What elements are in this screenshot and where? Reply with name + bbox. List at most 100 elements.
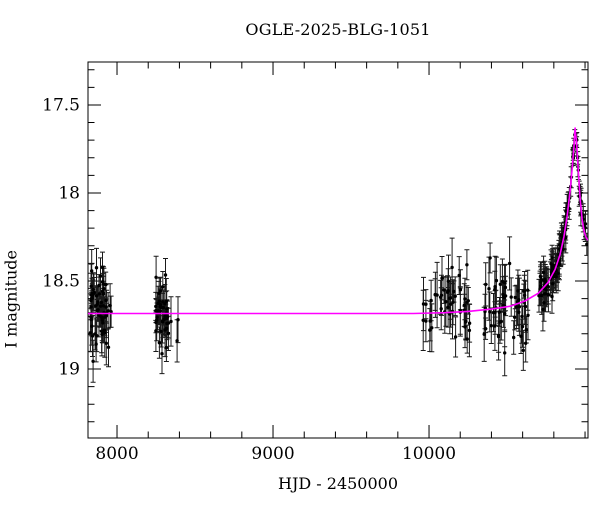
data-point [154,329,158,333]
data-point [465,337,469,341]
cluster-rise-to-peak [536,129,578,332]
data-point [520,314,524,319]
data-point [155,315,159,319]
data-point [522,289,526,293]
data-point [169,319,173,324]
data-point [526,288,530,292]
data-point [97,283,101,288]
data-point [509,295,513,299]
data-point [433,293,438,297]
data-point [537,294,541,298]
data-point [104,341,109,345]
data-point [90,269,94,273]
data-point [90,324,94,328]
data-point [100,318,105,322]
data-point [541,307,545,312]
x-tick-label: 9000 [251,444,294,464]
data-point [440,276,444,280]
data-point [446,289,450,293]
data-point [99,304,103,308]
data-point [158,289,163,293]
data-point [162,317,166,321]
data-point [502,295,506,299]
data-point [428,328,432,332]
data-point [158,309,162,313]
data-point [96,308,100,312]
data-point [467,321,472,325]
data-point [450,265,454,270]
data-point [493,287,497,292]
data-point [163,273,168,277]
data-point [457,273,461,278]
data-point [466,299,470,303]
data-point [154,275,158,279]
data-point [483,309,487,314]
data-point [89,315,93,319]
data-point [99,300,104,305]
data-point [484,282,488,287]
data-point [106,309,110,313]
data-point [513,315,517,319]
data-point [554,275,558,279]
data-point [91,359,95,363]
data-point [517,310,521,314]
data-point [161,320,165,324]
data-point [100,332,104,337]
data-point [447,296,452,300]
data-point [102,287,106,291]
data-point [156,301,160,306]
data-point [583,222,588,226]
data-point [516,289,520,293]
data-point [544,288,548,292]
model-curve [88,127,588,315]
data-point [491,310,496,315]
data-point [551,282,555,286]
data-point [546,285,550,289]
y-tick-label: 19 [58,359,80,379]
data-point [550,256,554,260]
data-point [564,236,568,240]
data-point [159,329,163,334]
data-point [488,256,492,260]
data-point [102,329,106,334]
data-point [542,301,546,305]
data-point [452,289,456,294]
data-point [164,326,169,331]
data-point [524,341,528,345]
data-point [109,310,113,314]
data-point [514,305,519,309]
data-point [503,285,508,290]
data-point [550,294,554,299]
data-point [524,328,529,332]
data-point [497,310,502,314]
data-point [467,328,472,333]
data-point [556,271,560,275]
data-point [483,327,488,331]
data-point [522,293,527,297]
data-point [538,274,543,279]
data-point [166,331,171,336]
data-point [449,302,453,306]
data-point [503,312,507,316]
data-point [542,292,547,296]
data-point [482,332,486,336]
plot-frame [87,61,589,439]
data-point [561,247,565,252]
data-point [160,352,164,356]
data-point [154,309,158,313]
data-point [94,342,98,346]
axis-ticks [88,62,588,438]
cluster-season-2018 [153,255,171,375]
data-point [463,297,467,301]
cluster-season-2024 [420,237,473,358]
data-point [487,287,491,291]
data-point [464,320,468,324]
data-point [442,288,446,292]
error-bars [168,296,181,363]
data-point [164,299,168,304]
data-point [541,270,546,275]
data-point [100,289,105,293]
data-point [421,318,425,322]
data-point [101,292,106,296]
